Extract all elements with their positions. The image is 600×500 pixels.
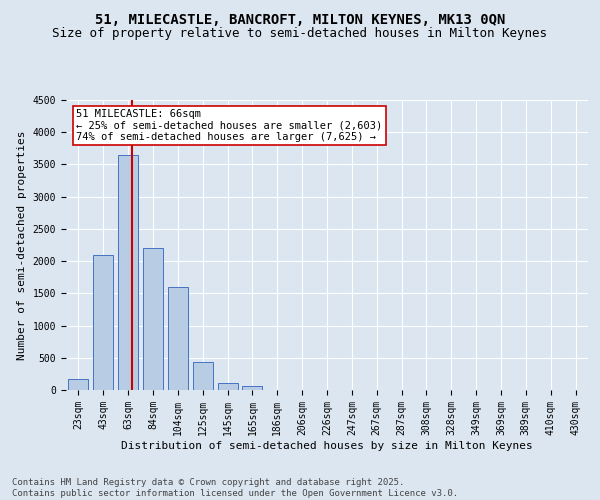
Bar: [218, 383, 238, 390]
Bar: [68, 379, 88, 390]
Y-axis label: Number of semi-detached properties: Number of semi-detached properties: [17, 130, 27, 360]
Bar: [143, 248, 163, 390]
Text: 51, MILECASTLE, BANCROFT, MILTON KEYNES, MK13 0QN: 51, MILECASTLE, BANCROFT, MILTON KEYNES,…: [95, 12, 505, 26]
Bar: [168, 287, 188, 390]
Text: 51 MILECASTLE: 66sqm
← 25% of semi-detached houses are smaller (2,603)
74% of se: 51 MILECASTLE: 66sqm ← 25% of semi-detac…: [76, 108, 383, 142]
Text: Size of property relative to semi-detached houses in Milton Keynes: Size of property relative to semi-detach…: [53, 28, 548, 40]
Bar: [193, 362, 212, 390]
Text: Contains HM Land Registry data © Crown copyright and database right 2025.
Contai: Contains HM Land Registry data © Crown c…: [12, 478, 458, 498]
X-axis label: Distribution of semi-detached houses by size in Milton Keynes: Distribution of semi-detached houses by …: [121, 440, 533, 450]
Bar: [94, 254, 113, 390]
Bar: [242, 386, 262, 390]
Bar: [118, 155, 138, 390]
